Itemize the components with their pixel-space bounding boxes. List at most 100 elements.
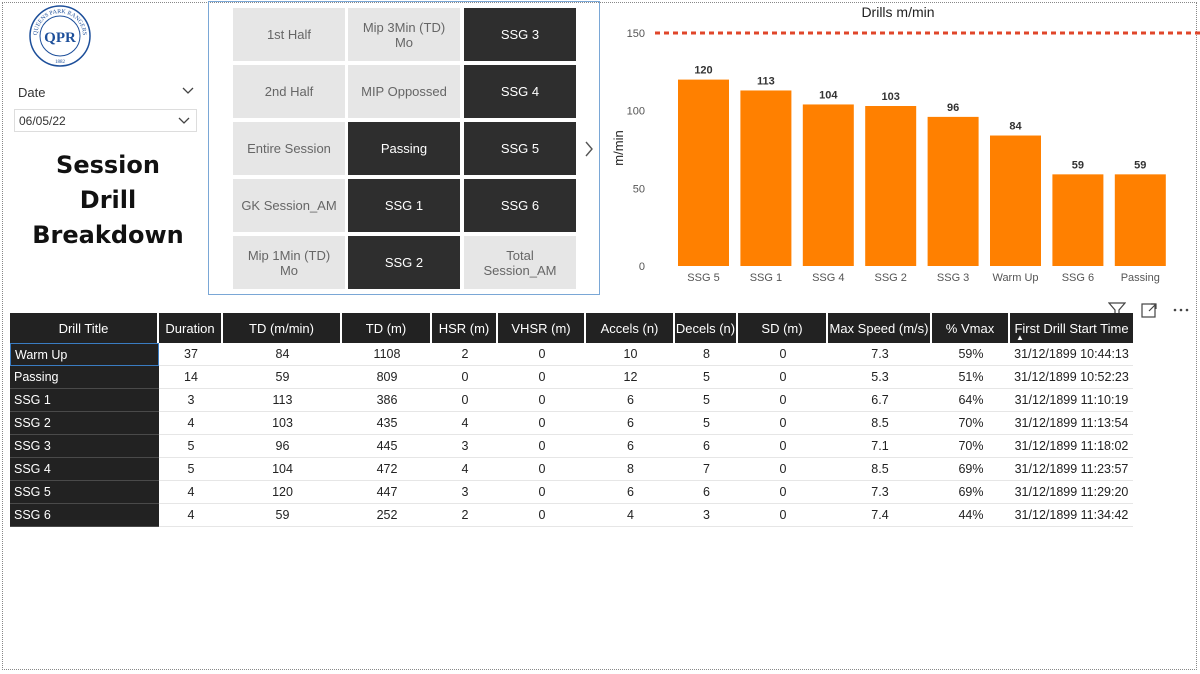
table-cell: 44%: [932, 504, 1010, 527]
report-title: Session Drill Breakdown: [20, 148, 196, 253]
table-cell: 6: [675, 435, 738, 458]
table-cell: 0: [738, 412, 828, 435]
chart-bar[interactable]: [990, 135, 1041, 266]
table-cell: 69%: [932, 458, 1010, 481]
table-row[interactable]: SSG 4 5 104 472 4 0 8 7 0 8.5 69% 31/12/1899 11:23:…: [10, 458, 1133, 481]
x-tick-label: Warm Up: [992, 272, 1038, 284]
column-header[interactable]: VHSR (m): [498, 313, 586, 343]
table-row[interactable]: Warm Up 37 84 1108 2 0 10 8 0 7.3 59% 31/12/1899 10…: [10, 343, 1133, 366]
column-header[interactable]: TD (m): [342, 313, 432, 343]
table-row[interactable]: SSG 1 3 113 386 0 0 6 5 0 6.7 64% 31/12/1899 11:10:…: [10, 389, 1133, 412]
column-header-label: Max Speed (m/s): [829, 320, 929, 336]
table-cell: 4: [159, 412, 223, 435]
table-cell: 809: [342, 366, 432, 389]
table-cell: 51%: [932, 366, 1010, 389]
drill-slicer-tile[interactable]: SSG 4: [464, 65, 576, 118]
focus-mode-icon[interactable]: [1140, 301, 1158, 319]
table-cell: 7.3: [828, 481, 932, 504]
date-dropdown[interactable]: 06/05/22: [14, 109, 197, 132]
table-cell: 0: [498, 389, 586, 412]
drill-slicer-tile[interactable]: SSG 1: [348, 179, 460, 232]
chart-bar[interactable]: [678, 79, 729, 266]
table-cell: 59: [223, 366, 342, 389]
table-cell: 31/12/1899 11:18:02: [1010, 435, 1133, 458]
drill-title-cell: Passing: [10, 366, 159, 389]
table-cell: 0: [498, 343, 586, 366]
chart-bar[interactable]: [740, 90, 792, 267]
drill-slicer-tile[interactable]: SSG 2: [348, 236, 460, 289]
column-header-label: First Drill Start Time: [1014, 320, 1129, 336]
table-cell: 59%: [932, 343, 1010, 366]
drill-title-cell: SSG 1: [10, 389, 159, 412]
column-header[interactable]: % Vmax: [932, 313, 1010, 343]
bar-data-label: 103: [882, 91, 900, 103]
table-cell: 252: [342, 504, 432, 527]
column-header[interactable]: HSR (m): [432, 313, 498, 343]
table-cell: 37: [159, 343, 223, 366]
chart-bar[interactable]: [927, 116, 979, 266]
table-row[interactable]: SSG 2 4 103 435 4 0 6 5 0 8.5 70% 31/12/1899 11:13:…: [10, 412, 1133, 435]
chart-bar[interactable]: [802, 104, 854, 266]
chart-bar[interactable]: [1114, 174, 1166, 266]
drill-slicer: [208, 1, 600, 295]
drill-slicer-tile[interactable]: SSG 6: [464, 179, 576, 232]
table-cell: 472: [342, 458, 432, 481]
more-options-icon[interactable]: [1172, 301, 1190, 319]
column-header[interactable]: Duration: [159, 313, 223, 343]
column-header[interactable]: SD (m): [738, 313, 828, 343]
table-cell: 120: [223, 481, 342, 504]
chevron-right-icon[interactable]: [583, 140, 595, 158]
chevron-down-icon[interactable]: [181, 84, 195, 98]
bar-data-label: 59: [1134, 159, 1146, 171]
chart-bar[interactable]: [1052, 174, 1104, 266]
table-cell: 0: [498, 366, 586, 389]
column-header[interactable]: Max Speed (m/s): [828, 313, 932, 343]
drill-slicer-tile[interactable]: Mip 3Min (TD) Mo: [348, 8, 460, 61]
x-tick-label: SSG 6: [1062, 272, 1094, 284]
sort-ascending-icon[interactable]: ▲: [1016, 333, 1024, 342]
table-header: Drill Title Duration TD (m/min) TD (m) HSR (…: [10, 313, 1133, 343]
table-cell: 96: [223, 435, 342, 458]
bar-data-label: 104: [819, 89, 838, 101]
drill-title-cell: SSG 6: [10, 504, 159, 527]
chart-bar[interactable]: [865, 106, 917, 266]
table-cell: 6: [586, 481, 675, 504]
drill-slicer-tile[interactable]: Total Session_AM: [464, 236, 576, 289]
column-header[interactable]: First Drill Start Time ▲: [1010, 313, 1133, 343]
drill-slicer-tile[interactable]: MIP Oppossed: [348, 65, 460, 118]
table-cell: 5: [675, 366, 738, 389]
table-cell: 0: [498, 481, 586, 504]
column-header-label: TD (m/min): [249, 320, 314, 336]
drill-slicer-tile[interactable]: Entire Session: [233, 122, 345, 175]
drill-slicer-tile[interactable]: SSG 5: [464, 122, 576, 175]
drill-slicer-tile[interactable]: Mip 1Min (TD) Mo: [233, 236, 345, 289]
table-cell: 0: [432, 366, 498, 389]
table-cell: 6: [586, 412, 675, 435]
bar-data-label: 120: [694, 65, 712, 77]
drill-slicer-tile[interactable]: 1st Half: [233, 8, 345, 61]
table-row[interactable]: SSG 3 5 96 445 3 0 6 6 0 7.1 70% 31/12/1899 11:18:0…: [10, 435, 1133, 458]
table-cell: 447: [342, 481, 432, 504]
y-tick-label: 50: [633, 183, 645, 195]
table-cell: 386: [342, 389, 432, 412]
table-cell: 31/12/1899 11:13:54: [1010, 412, 1133, 435]
drill-slicer-tile[interactable]: SSG 3: [464, 8, 576, 61]
table-row[interactable]: SSG 5 4 120 447 3 0 6 6 0 7.3 69% 31/12/1899 11:29:…: [10, 481, 1133, 504]
table-row[interactable]: SSG 6 4 59 252 2 0 4 3 0 7.4 44% 31/12/1899 11:34:4…: [10, 504, 1133, 527]
drill-slicer-tile[interactable]: GK Session_AM: [233, 179, 345, 232]
table-cell: 31/12/1899 11:23:57: [1010, 458, 1133, 481]
column-header[interactable]: Drill Title: [10, 313, 159, 343]
y-tick-label: 0: [639, 261, 645, 273]
drill-title-cell: SSG 4: [10, 458, 159, 481]
table-cell: 0: [738, 343, 828, 366]
table-cell: 31/12/1899 11:29:20: [1010, 481, 1133, 504]
column-header[interactable]: TD (m/min): [223, 313, 342, 343]
drill-slicer-tile[interactable]: 2nd Half: [233, 65, 345, 118]
column-header[interactable]: Accels (n): [586, 313, 675, 343]
drill-slicer-tile[interactable]: Passing: [348, 122, 460, 175]
column-header[interactable]: Decels (n): [675, 313, 738, 343]
table-cell: 5: [159, 435, 223, 458]
table-row[interactable]: Passing 14 59 809 0 0 12 5 0 5.3 51% 31/12/1899 10:…: [10, 366, 1133, 389]
table-cell: 0: [738, 458, 828, 481]
drill-title-cell: SSG 2: [10, 412, 159, 435]
